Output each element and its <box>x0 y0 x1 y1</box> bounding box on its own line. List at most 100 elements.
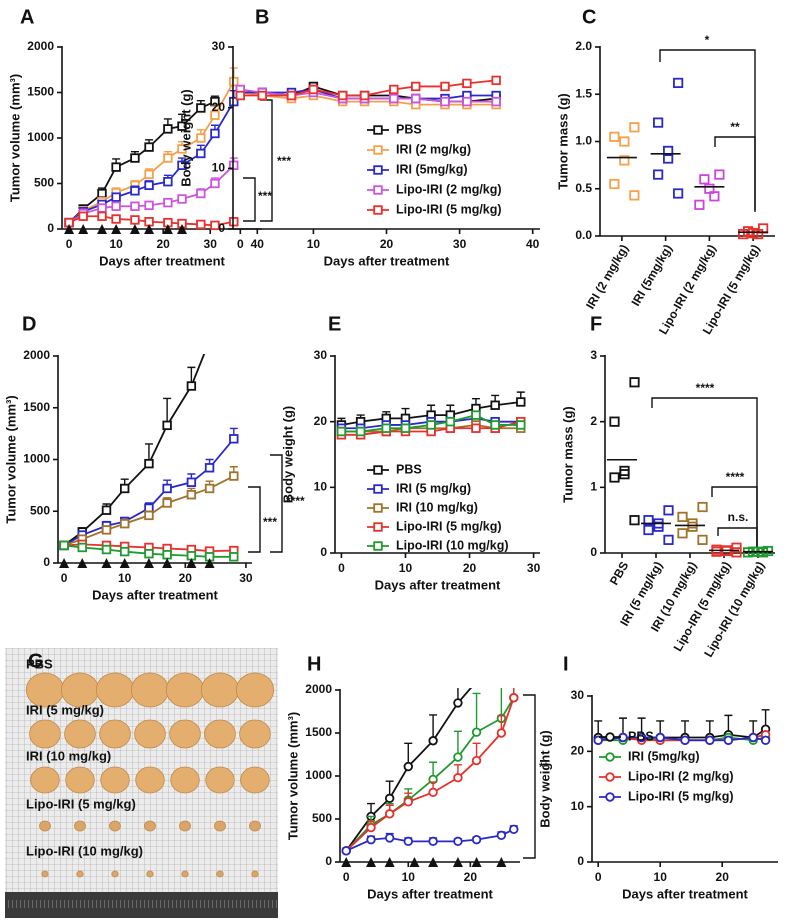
tumor <box>111 870 119 878</box>
y-tick-label: 1000 <box>305 768 332 782</box>
significance-bracket <box>717 527 758 546</box>
tumor <box>146 870 154 878</box>
x-axis-label: Days after treatment <box>92 587 218 602</box>
marker <box>411 93 421 104</box>
tumor <box>64 719 96 749</box>
marker <box>453 836 463 847</box>
dosing-marker <box>341 857 352 867</box>
error-bar <box>472 692 481 733</box>
panel-letter: D <box>22 313 36 335</box>
data-point <box>677 511 688 522</box>
dosing-marker <box>77 558 88 568</box>
marker <box>655 732 665 743</box>
dosing-marker <box>366 857 377 867</box>
marker <box>186 381 197 391</box>
x-tick-label: 10 <box>109 237 123 251</box>
marker <box>59 540 69 551</box>
dosing-marker <box>64 224 75 234</box>
significance-label: **** <box>726 470 745 484</box>
tumor <box>76 870 84 878</box>
marker <box>130 153 140 163</box>
data-point <box>609 178 620 190</box>
marker <box>144 169 154 180</box>
marker <box>748 732 758 743</box>
x-tick-label: 20 <box>380 237 394 251</box>
y-axis-label: Body weight (g) <box>537 730 552 828</box>
marker <box>384 809 395 819</box>
marker <box>77 542 87 553</box>
y-tick-label: 2.0 <box>575 39 592 53</box>
data-point <box>609 131 620 142</box>
marker <box>471 410 481 420</box>
legend-marker <box>373 205 383 215</box>
tumor <box>249 820 261 832</box>
data-point <box>687 521 698 532</box>
marker <box>389 84 399 95</box>
y-tick-label: 2000 <box>27 39 54 53</box>
legend-label: IRI (2 mg/kg) <box>396 142 471 156</box>
marker <box>496 830 507 841</box>
y-tick-label: 0.5 <box>575 181 592 195</box>
legend-marker <box>373 125 383 135</box>
marker <box>308 84 319 95</box>
panel-letter: C <box>582 6 596 28</box>
x-tick-label: 0 <box>66 237 73 251</box>
dosing-marker <box>101 558 112 568</box>
dosing-marker <box>111 224 122 234</box>
y-tick-label: 20 <box>314 414 328 428</box>
data-point <box>677 528 688 539</box>
tumor <box>41 870 49 878</box>
y-tick-label: 20 <box>571 744 585 758</box>
tumor <box>200 672 240 708</box>
tumor <box>65 766 95 794</box>
x-tick-label: 10 <box>399 561 413 575</box>
marker <box>462 96 472 107</box>
tumor <box>109 820 121 832</box>
dosing-marker <box>97 224 107 234</box>
y-tick-label: 1.5 <box>575 86 592 100</box>
dosing-marker <box>204 558 215 568</box>
dosing-marker <box>143 558 154 568</box>
marker <box>119 546 130 557</box>
marker <box>384 793 395 804</box>
marker <box>384 833 395 843</box>
significance-label: n.s. <box>728 510 749 524</box>
x-tick-label: 40 <box>251 237 265 251</box>
marker <box>389 93 399 104</box>
tumor <box>170 766 200 794</box>
marker <box>97 188 107 199</box>
x-tick-label: 0 <box>595 870 602 884</box>
photo-ruler <box>5 892 278 918</box>
y-tick-label: 20 <box>212 100 226 114</box>
marker <box>471 755 482 766</box>
legend-marker <box>373 541 383 551</box>
marker <box>177 144 187 154</box>
data-point <box>714 169 725 180</box>
significance-label: **** <box>286 494 305 508</box>
marker <box>680 735 690 745</box>
x-tick-label: 20 <box>716 870 730 884</box>
marker <box>144 200 154 211</box>
x-axis-label: Days after treatment <box>375 577 501 592</box>
legend-label: PBS <box>396 462 422 476</box>
data-point <box>619 155 630 166</box>
legend-label: PBS <box>396 122 422 136</box>
dosing-marker <box>119 558 130 568</box>
x-tick-label: 10 <box>118 571 132 585</box>
legend-label: IRI (10 mg/kg) <box>396 500 478 514</box>
x-axis-label: Days after treatment <box>99 253 225 268</box>
legend-label: Lipo-IRI (5 mg/kg) <box>396 202 502 216</box>
photo-label: Lipo-IRI (5 mg/kg) <box>26 796 136 811</box>
tumor <box>130 672 170 708</box>
legend-label: PBS <box>628 729 654 743</box>
y-axis-label: Tumor mass (g) <box>555 93 570 190</box>
tumor <box>181 870 189 878</box>
tumor <box>74 820 86 832</box>
significance-label: ** <box>539 760 549 774</box>
marker <box>229 434 239 444</box>
data-point <box>687 518 698 529</box>
marker <box>705 735 715 745</box>
tumor <box>205 766 235 794</box>
marker <box>162 420 172 431</box>
